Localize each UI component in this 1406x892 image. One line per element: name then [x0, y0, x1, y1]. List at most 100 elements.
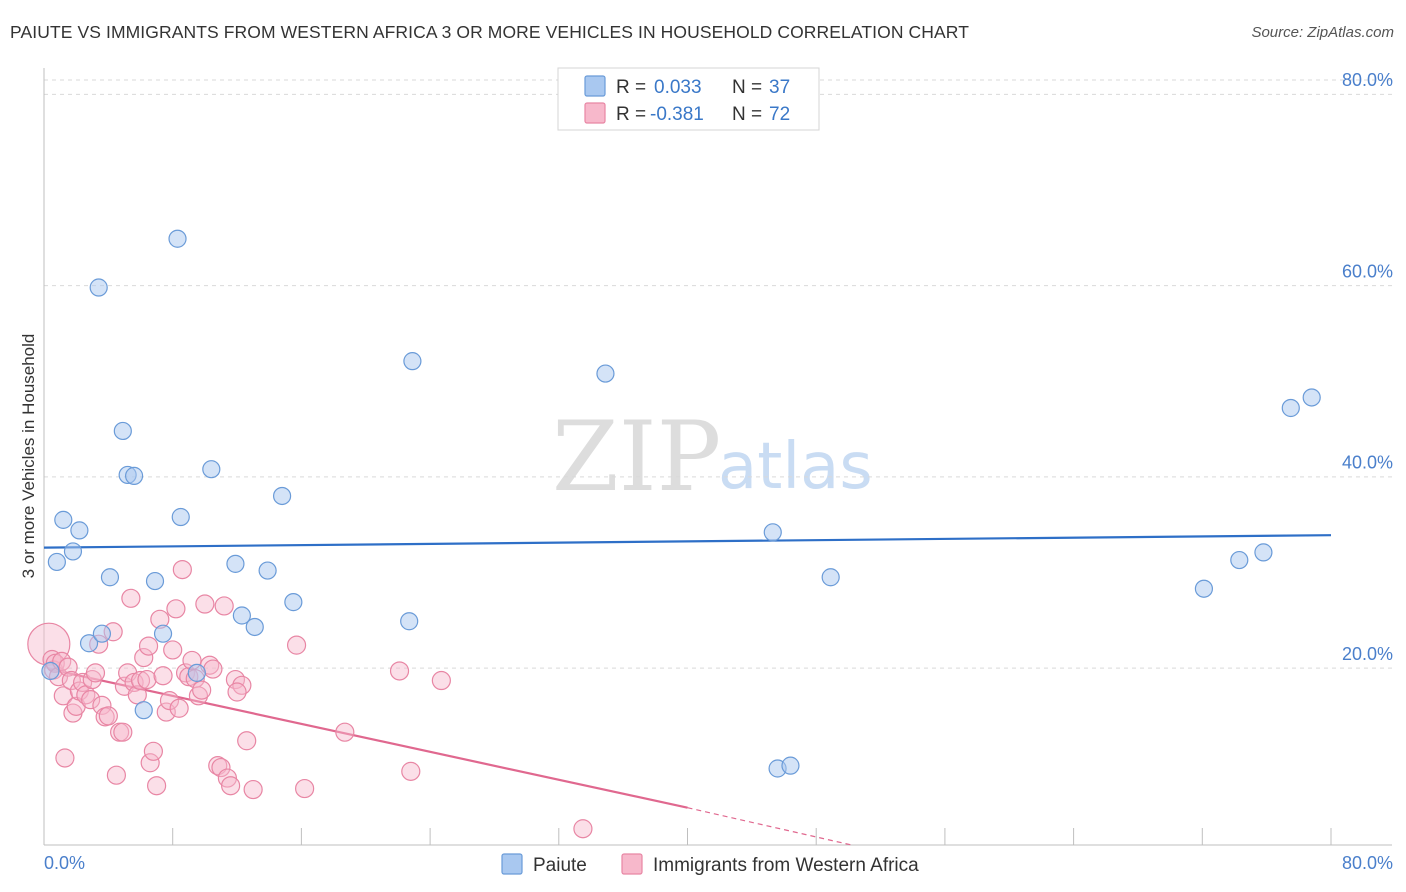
paiute-point — [124, 466, 144, 485]
paiute-point — [258, 561, 277, 580]
paiute-point — [171, 507, 190, 527]
waf-point — [401, 761, 421, 781]
paiute-point — [232, 606, 251, 625]
paiute-point — [1230, 550, 1249, 570]
waf-point — [140, 753, 160, 773]
waf-point — [156, 702, 176, 722]
waf-point — [166, 599, 186, 619]
paiute-point — [100, 568, 120, 587]
gridlines — [44, 79, 1392, 669]
waf-r-value: -0.381 — [650, 104, 704, 125]
waf-point — [137, 669, 157, 690]
legend-label-waf: Immigrants from Western Africa — [653, 855, 919, 876]
watermark-zip: ZIP — [552, 401, 721, 513]
paiute-point — [596, 364, 615, 383]
waf-point — [81, 690, 101, 710]
paiute-point — [41, 661, 60, 681]
y-axis-title: 3 or more Vehicles in Household — [19, 334, 38, 579]
waf-point — [203, 659, 223, 679]
paiute-point — [202, 460, 221, 479]
paiute-point — [245, 617, 264, 637]
waf-point — [214, 596, 234, 616]
y-tick-label: 40.0% — [1342, 453, 1393, 473]
paiute-point — [134, 701, 153, 720]
waf-point — [237, 731, 257, 751]
x-tick-label-max: 80.0% — [1342, 853, 1393, 873]
waf-point — [159, 691, 180, 711]
waf-point — [172, 559, 192, 580]
paiute-point — [168, 229, 187, 248]
waf-point — [143, 741, 163, 761]
paiute-n-label: N = — [732, 77, 762, 98]
paiute-r-label: R = — [616, 77, 646, 98]
waf-point — [138, 636, 159, 656]
paiute-point — [63, 542, 83, 561]
waf-point — [192, 680, 212, 700]
trend-lines — [43, 534, 1332, 846]
waf-point — [389, 661, 410, 681]
paiute-point — [1281, 398, 1300, 418]
waf-point — [106, 765, 126, 785]
paiute-point — [821, 568, 840, 587]
legend-swatch-waf — [621, 853, 643, 875]
waf-point — [169, 698, 189, 718]
waf-point — [134, 647, 154, 668]
waf-r-label: R = — [616, 104, 646, 125]
paiute-point — [1302, 388, 1321, 407]
paiute-point — [1254, 543, 1273, 562]
axes: 20.0% 40.0% 60.0% 80.0% 0.0% 80.0% — [43, 68, 1393, 873]
waf-swatch-top — [584, 102, 606, 124]
paiute-point — [403, 352, 422, 371]
waf-point — [195, 594, 215, 614]
stats-legend: R = 0.033 N = 37 R = -0.381 N = 72 — [557, 67, 820, 131]
y-tick-label: 60.0% — [1342, 261, 1393, 281]
waf-point — [243, 779, 263, 800]
watermark-atlas: atlas — [718, 430, 873, 504]
waf-point — [335, 722, 355, 742]
paiute-point — [226, 554, 245, 573]
waf-point — [221, 776, 241, 796]
legend-label-paiute: Paiute — [533, 855, 587, 876]
paiute-point — [113, 421, 132, 441]
waf-point — [188, 686, 209, 706]
waf-point — [211, 757, 231, 778]
waf-n-value: 72 — [769, 104, 790, 125]
waf-point — [92, 695, 112, 715]
waf-trend-line — [48, 667, 688, 809]
waf-point — [130, 670, 151, 691]
source-credit: Source: ZipAtlas.com — [1251, 24, 1394, 41]
waf-point — [573, 819, 593, 839]
paiute-point — [1194, 579, 1214, 598]
paiute-swatch-top — [584, 75, 606, 97]
waf-point — [98, 706, 118, 726]
x-tick-label-min: 0.0% — [44, 853, 85, 873]
y-tick-label: 20.0% — [1342, 644, 1393, 664]
waf-point — [295, 778, 315, 799]
paiute-point — [70, 521, 89, 540]
paiute-point — [54, 510, 73, 529]
series-legend: Paiute Immigrants from Western Africa — [501, 853, 919, 876]
paiute-point — [763, 523, 782, 542]
paiute-point — [153, 624, 173, 643]
y-tick-label: 80.0% — [1342, 70, 1393, 90]
paiute-point — [284, 593, 303, 612]
paiute-point — [400, 612, 419, 631]
paiute-trend-line — [43, 534, 1332, 549]
waf-n-label: N = — [732, 104, 762, 125]
waf-point — [227, 682, 247, 702]
paiute-point — [79, 634, 99, 653]
waf-point — [431, 670, 451, 691]
paiute-r-value: 0.033 — [654, 77, 702, 98]
paiute-point — [272, 486, 292, 506]
waf-trend-extension — [687, 807, 852, 846]
paiute-n-value: 37 — [769, 77, 790, 98]
waf-point — [153, 666, 173, 686]
paiute-point — [92, 624, 112, 643]
waf-point — [163, 640, 183, 660]
paiute-point — [47, 552, 66, 572]
waf-point — [147, 776, 167, 796]
waf-point — [55, 748, 75, 768]
waf-point — [121, 588, 141, 608]
paiute-point — [145, 571, 165, 591]
